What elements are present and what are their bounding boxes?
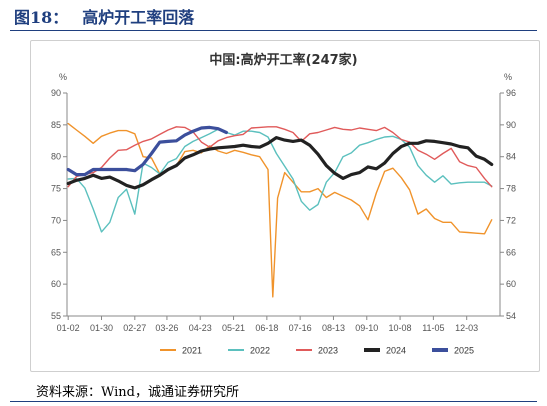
x-tick-label: 04-23 (189, 323, 212, 333)
y-tick-right-label: 84 (506, 152, 516, 162)
y-tick-left-label: 80 (51, 152, 61, 162)
y-tick-left-label: 65 (51, 247, 61, 257)
x-tick-label: 07-16 (289, 323, 312, 333)
source-rule (10, 401, 537, 402)
x-tick-label: 01-30 (90, 323, 113, 333)
legend-label-2025: 2025 (454, 346, 474, 356)
legend-label-2022: 2022 (250, 346, 270, 356)
y-tick-left-label: 75 (51, 184, 61, 194)
x-tick-label: 08-13 (322, 323, 345, 333)
title-rule (10, 30, 537, 31)
y-tick-left-label: 85 (51, 120, 61, 130)
legend-label-2023: 2023 (318, 346, 338, 356)
series-line-2022 (67, 128, 493, 233)
right-unit-label: % (504, 72, 512, 82)
left-unit-label: % (59, 72, 67, 82)
legend-label-2024: 2024 (386, 346, 406, 356)
x-tick-label: 02-27 (123, 323, 146, 333)
legend-label-2021: 2021 (182, 346, 202, 356)
y-tick-right-label: 78 (506, 184, 516, 194)
y-tick-left-label: 70 (51, 215, 61, 225)
series-line-2024 (66, 136, 494, 190)
y-tick-right-label: 60 (506, 279, 516, 289)
figure-caption: 高炉开工率回落 (82, 8, 195, 27)
series-line-2021 (67, 122, 493, 298)
x-tick-label: 11-05 (422, 323, 444, 333)
y-tick-left-label: 55 (51, 311, 61, 321)
series-line-2023 (67, 126, 493, 188)
x-tick-label: 01-02 (57, 323, 80, 333)
y-tick-right-label: 54 (506, 311, 516, 321)
chart-title: 中国:高炉开工率(247家) (209, 52, 357, 68)
source-note: 资料来源：Wind，诚通证券研究所 (36, 385, 239, 400)
series-line-2025 (66, 125, 228, 177)
y-tick-right-label: 66 (506, 247, 516, 257)
y-tick-right-label: 96 (506, 88, 516, 98)
figure-number: 图18： (14, 8, 69, 27)
x-tick-label: 05-21 (222, 323, 245, 333)
x-tick-label: 10-08 (389, 323, 412, 333)
y-tick-left-label: 90 (51, 88, 61, 98)
y-tick-right-label: 90 (506, 120, 516, 130)
y-tick-right-label: 72 (506, 215, 516, 225)
x-tick-label: 06-18 (255, 323, 278, 333)
y-tick-left-label: 60 (51, 279, 61, 289)
x-tick-label: 03-26 (155, 323, 178, 333)
x-tick-label: 12-03 (455, 323, 478, 333)
figure-title: 图18： 高炉开工率回落 (14, 4, 194, 28)
x-tick-label: 09-10 (355, 323, 378, 333)
